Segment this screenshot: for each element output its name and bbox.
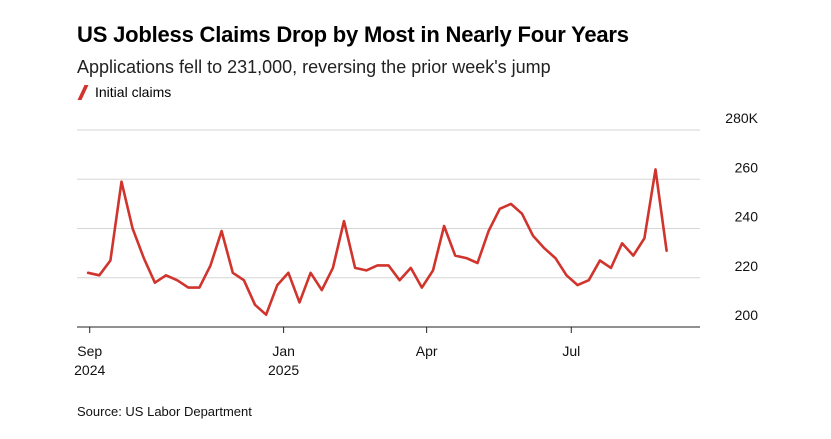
x-tick-year-label: 2024 bbox=[74, 362, 105, 378]
x-tick-label: Jul bbox=[562, 343, 580, 359]
x-tick-label: Jan bbox=[272, 343, 295, 359]
source-note: Source: US Labor Department bbox=[77, 404, 252, 419]
chart-subtitle: Applications fell to 231,000, reversing … bbox=[77, 57, 551, 77]
series-line-initial-claims bbox=[86, 168, 668, 316]
legend-label: Initial claims bbox=[95, 84, 172, 100]
y-tick-label: 200 bbox=[735, 307, 759, 323]
legend: Initial claims bbox=[77, 84, 171, 100]
x-tick-label: Sep bbox=[77, 343, 102, 359]
y-tick-label: 260 bbox=[735, 159, 759, 175]
chart-title: US Jobless Claims Drop by Most in Nearly… bbox=[77, 22, 629, 47]
x-tick-label: Apr bbox=[416, 343, 438, 359]
x-tick-year-label: 2025 bbox=[268, 362, 299, 378]
y-tick-label: 220 bbox=[735, 258, 759, 274]
y-tick-label: 240 bbox=[735, 209, 759, 225]
y-tick-label: 280K bbox=[725, 110, 758, 126]
